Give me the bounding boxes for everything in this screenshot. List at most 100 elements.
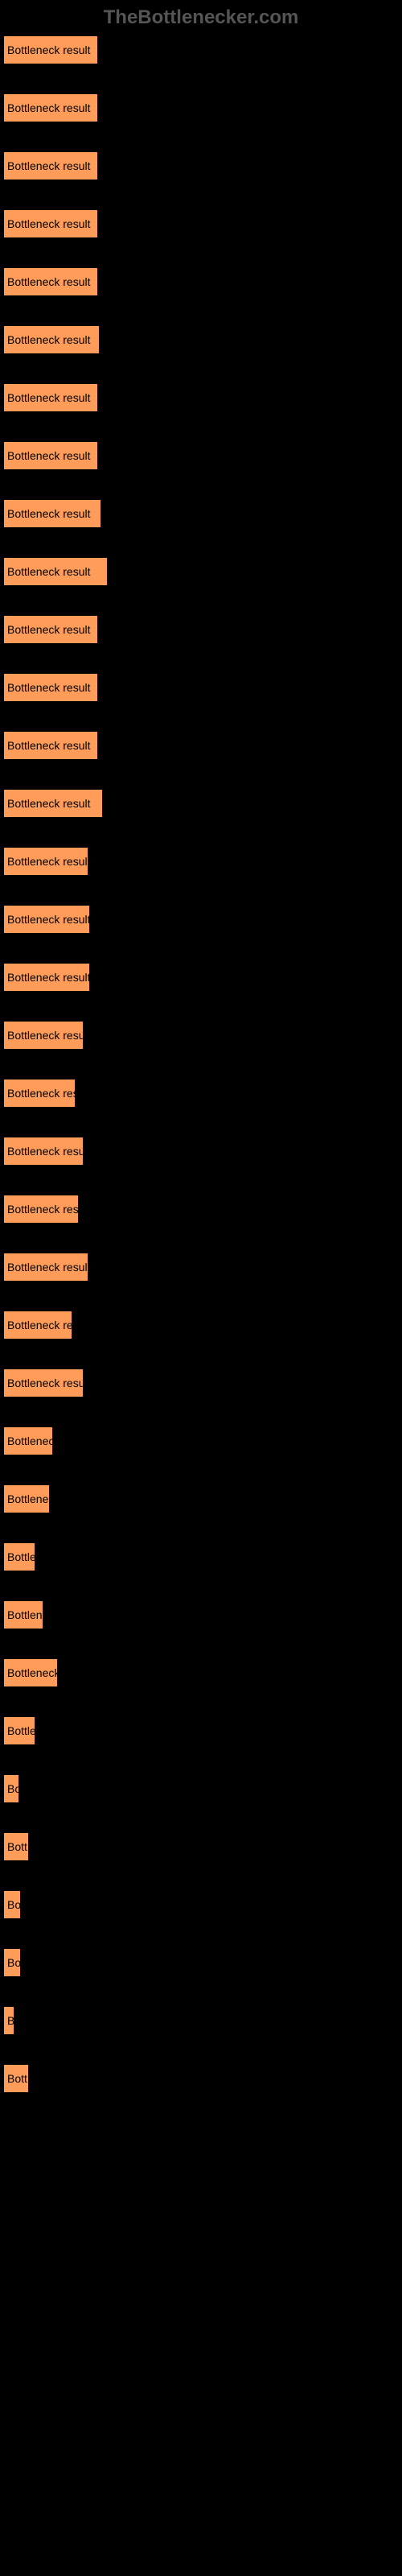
bar: Bottleneck result	[3, 673, 98, 702]
bar-label: Bottleneck resu	[7, 1203, 79, 1216]
bar: Bottleneck result	[3, 1137, 84, 1166]
bar: Bottleneck result	[3, 615, 98, 644]
bar-row: Bottlenec	[3, 1426, 399, 1455]
bar-row: Bottleneck result	[3, 1253, 399, 1282]
bar-row: Bott	[3, 2064, 399, 2093]
bar-row: Bottle	[3, 1716, 399, 1745]
bar-label: Bottleneck result	[7, 449, 91, 462]
bar-label: Bottleneck result	[7, 275, 91, 288]
bar-label: B	[7, 2014, 14, 2027]
bar-label: Bottleneck result	[7, 971, 90, 984]
bar-label: Bottleneck result	[7, 1145, 84, 1158]
bar-label: Bottleneck result	[7, 507, 91, 520]
bar-row: Bottleneck result	[3, 35, 399, 64]
bar-row: Bottleneck result	[3, 383, 399, 412]
bar-label: Bottlen	[7, 1608, 43, 1621]
bar-row: B	[3, 2006, 399, 2035]
bar-label: Bottleneck result	[7, 623, 91, 636]
bar: Bottleneck resu	[3, 1195, 79, 1224]
watermark-text: TheBottlenecker.com	[0, 0, 402, 35]
bar-row: Bottleneck result	[3, 1021, 399, 1050]
bar: Bottleneck result	[3, 499, 101, 528]
bar: Bottleneck result	[3, 93, 98, 122]
bar-label: Bottlenec	[7, 1435, 53, 1447]
bar-row: Bottleneck result	[3, 1368, 399, 1397]
bar-label: Bottle	[7, 1724, 35, 1737]
bar-label: Bottleneck re	[7, 1319, 72, 1331]
bar: Bottleneck result	[3, 789, 103, 818]
bar-row: Bottleneck result	[3, 789, 399, 818]
bar-row: Bo	[3, 1774, 399, 1803]
bar-row: Bott	[3, 1832, 399, 1861]
bar-row: Bottleneck result	[3, 151, 399, 180]
bar-row: Bottleneck result	[3, 93, 399, 122]
bar-row: Bottleneck result	[3, 499, 399, 528]
bar: Bottleneck result	[3, 847, 88, 876]
bar-row: Bottleneck res	[3, 1079, 399, 1108]
bar: Bottleneck result	[3, 325, 100, 354]
bar: Bottleneck result	[3, 35, 98, 64]
bar-label: Bott	[7, 2072, 27, 2085]
bar: Bottleneck result	[3, 383, 98, 412]
bar-label: Bottleneck result	[7, 797, 91, 810]
bar: Bottlene	[3, 1484, 50, 1513]
bar-row: Bottleneck resu	[3, 1195, 399, 1224]
bar-row: Bottleneck re	[3, 1311, 399, 1340]
bar-label: Bottleneck result	[7, 681, 91, 694]
bar: Bottleneck res	[3, 1079, 76, 1108]
bar-label: Bottleneck result	[7, 1261, 88, 1274]
bar: Bottle	[3, 1716, 35, 1745]
bar-row: Bottleneck result	[3, 847, 399, 876]
bar: Bottle	[3, 1542, 35, 1571]
bar: Bottleneck result	[3, 151, 98, 180]
bar: Bottleneck result	[3, 557, 108, 586]
bar-row: Bo	[3, 1890, 399, 1919]
bar: Bottleneck re	[3, 1311, 72, 1340]
bar-row: Bottlene	[3, 1484, 399, 1513]
bar-label: Bottle	[7, 1550, 35, 1563]
bar-label: Bottleneck result	[7, 855, 88, 868]
bar-row: Bottleneck result	[3, 441, 399, 470]
bar-chart: Bottleneck result Bottleneck result Bottle…	[0, 35, 402, 2093]
bar-label: Bottleneck result	[7, 43, 91, 56]
bar: Bottleneck	[3, 1658, 58, 1687]
bar: Bottleneck result	[3, 905, 90, 934]
bar-label: Bottleneck result	[7, 333, 91, 346]
bar-row: Bottleneck result	[3, 905, 399, 934]
bar: Bott	[3, 1832, 29, 1861]
bar-label: Bottlene	[7, 1492, 48, 1505]
bar-label: Bottleneck result	[7, 159, 91, 172]
bar: Bo	[3, 1890, 21, 1919]
bar-row: Bo	[3, 1948, 399, 1977]
bar: Bottleneck result	[3, 209, 98, 238]
bar-label: Bottleneck result	[7, 101, 91, 114]
bar-row: Bottleneck result	[3, 325, 399, 354]
bar: Bottleneck result	[3, 1368, 84, 1397]
bar-row: Bottleneck result	[3, 615, 399, 644]
bar: Bo	[3, 1948, 21, 1977]
bar: Bo	[3, 1774, 19, 1803]
bar: Bottleneck result	[3, 267, 98, 296]
bar-label: Bottleneck result	[7, 217, 91, 230]
bar-row: Bottleneck result	[3, 557, 399, 586]
bar: Bottlenec	[3, 1426, 53, 1455]
bar-label: Bo	[7, 1956, 21, 1969]
bar-row: Bottlen	[3, 1600, 399, 1629]
bar-row: Bottle	[3, 1542, 399, 1571]
bar: Bottleneck result	[3, 441, 98, 470]
bar-row: Bottleneck result	[3, 267, 399, 296]
bar-row: Bottleneck result	[3, 963, 399, 992]
bar-label: Bottleneck result	[7, 1377, 84, 1389]
bar-row: Bottleneck result	[3, 209, 399, 238]
bar-label: Bott	[7, 1840, 27, 1853]
bar-row: Bottleneck	[3, 1658, 399, 1687]
bar-label: Bottleneck result	[7, 1029, 84, 1042]
bar: Bottleneck result	[3, 963, 90, 992]
bar: Bottlen	[3, 1600, 43, 1629]
bar: Bottleneck result	[3, 731, 98, 760]
bar-row: Bottleneck result	[3, 1137, 399, 1166]
bar-label: Bottleneck result	[7, 565, 91, 578]
bar: B	[3, 2006, 14, 2035]
bar: Bottleneck result	[3, 1253, 88, 1282]
bar-label: Bottleneck result	[7, 739, 91, 752]
